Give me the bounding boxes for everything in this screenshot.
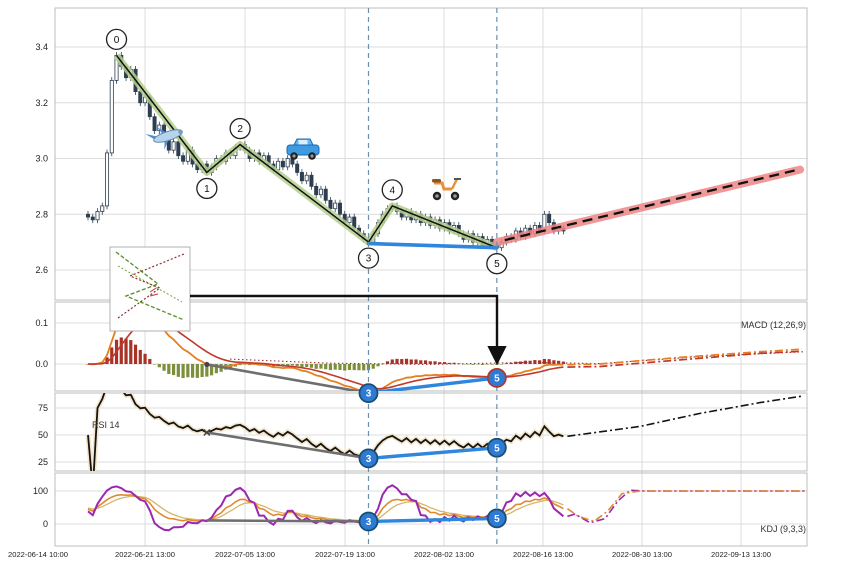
svg-text:5: 5	[494, 514, 500, 525]
svg-text:2022-08-16 13:00: 2022-08-16 13:00	[513, 550, 573, 559]
scooter-icon	[432, 178, 461, 201]
svg-text:3: 3	[366, 389, 372, 400]
indicator-circles: 3 5 3 5 3 5	[358, 368, 507, 532]
svg-text:3: 3	[366, 254, 372, 265]
svg-text:2022-06-21 13:00: 2022-06-21 13:00	[115, 550, 175, 559]
inset-thumbnail	[109, 246, 191, 332]
y-axis-labels: 3.4 3.2 3.0 2.8 2.6 0.1 0.0 75 50 25 100 0	[33, 42, 48, 529]
svg-text:2022-08-30 13:00: 2022-08-30 13:00	[612, 550, 672, 559]
svg-text:2: 2	[237, 124, 243, 135]
svg-text:25: 25	[38, 457, 48, 467]
svg-text:3.2: 3.2	[35, 98, 48, 108]
connector-arrow	[190, 294, 507, 366]
svg-text:100: 100	[33, 486, 48, 496]
svg-text:0.0: 0.0	[35, 359, 48, 369]
rsi-layer	[85, 393, 803, 471]
svg-text:2.6: 2.6	[35, 265, 48, 275]
gridlines	[54, 7, 808, 547]
svg-text:3: 3	[366, 454, 372, 465]
svg-text:2022-08-02 13:00: 2022-08-02 13:00	[414, 550, 474, 559]
svg-text:2022-07-19 13:00: 2022-07-19 13:00	[315, 550, 375, 559]
svg-text:0: 0	[43, 519, 48, 529]
svg-text:5: 5	[494, 443, 500, 454]
svg-text:0.1: 0.1	[35, 318, 48, 328]
wave-icons	[145, 127, 461, 201]
car-icon	[286, 138, 320, 160]
svg-text:5: 5	[494, 373, 500, 384]
svg-text:2022-07-05 13:00: 2022-07-05 13:00	[215, 550, 275, 559]
x-axis-labels: 2022-06-14 10:00 2022-06-21 13:00 2022-07-…	[8, 550, 771, 559]
airplane-icon	[145, 127, 183, 150]
price-overlays	[113, 53, 804, 251]
kdj-layer	[87, 484, 805, 532]
svg-text:2022-09-13 13:00: 2022-09-13 13:00	[711, 550, 771, 559]
svg-text:3.4: 3.4	[35, 42, 48, 52]
svg-text:3.0: 3.0	[35, 154, 48, 164]
svg-text:1: 1	[204, 184, 210, 195]
wave-markers: 0 1 2 3 4 5	[105, 28, 508, 275]
svg-text:2022-06-14 10:00: 2022-06-14 10:00	[8, 550, 68, 559]
svg-text:0: 0	[114, 35, 120, 46]
svg-text:2.8: 2.8	[35, 209, 48, 219]
svg-text:75: 75	[38, 403, 48, 413]
svg-text:50: 50	[38, 430, 48, 440]
svg-text:4: 4	[389, 185, 395, 196]
macd-layer	[86, 307, 806, 391]
svg-text:3: 3	[366, 517, 372, 528]
svg-text:5: 5	[494, 259, 500, 270]
